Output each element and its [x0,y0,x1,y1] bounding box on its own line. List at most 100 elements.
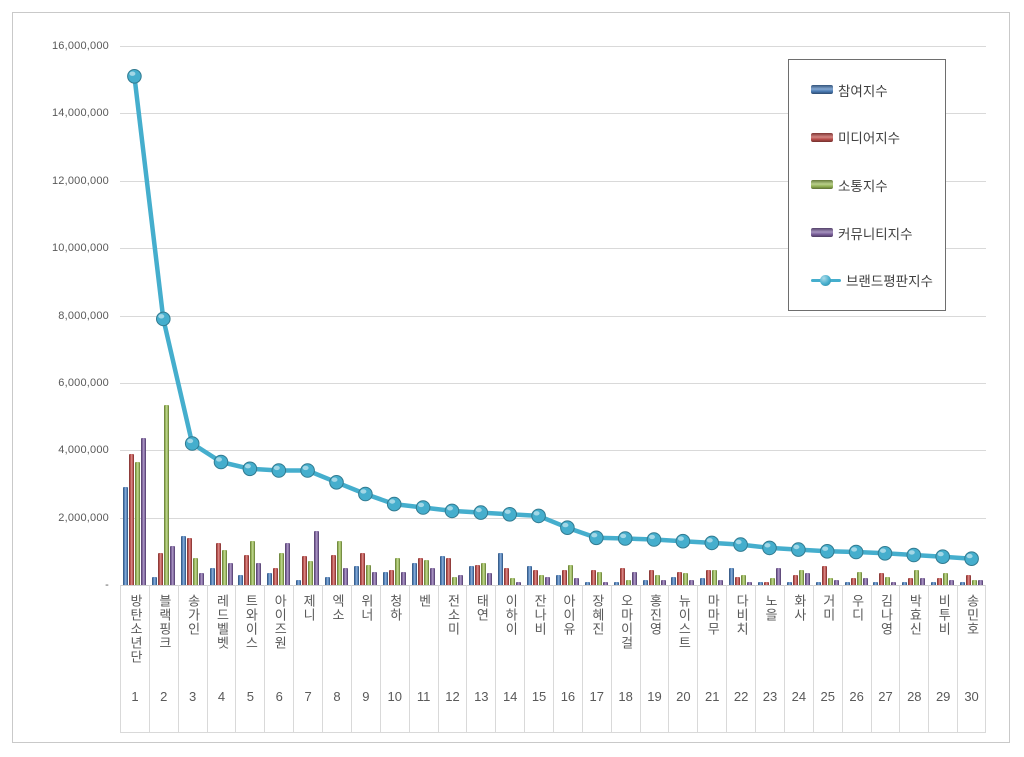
bar-미디어지수 [619,568,625,585]
x-category-column: 노을 23 [755,585,784,732]
bar-소통지수 [336,541,342,585]
y-tick-label: 16,000,000 [51,40,109,52]
bar-커뮤니티지수 [804,573,810,585]
x-axis: 방탄소년단 1 블랙핑크 2 송가인 3 레드벨벳 4 트와이스 5 아이즈원 6 제니 7 엑소 8 위너 9 청… [120,585,986,733]
bar-미디어지수 [446,558,452,585]
x-category-column: 뉴이스트 20 [668,585,697,732]
x-rank-label: 8 [333,689,341,704]
bar-참여지수 [382,571,388,585]
legend-marker-icon [820,274,831,286]
bar-커뮤니티지수 [256,563,262,585]
x-category-label: 거미 [820,594,836,622]
x-category-label: 장혜진 [589,594,605,636]
bar-커뮤니티지수 [342,568,348,585]
bar-참여지수 [353,566,359,585]
x-category-column: 화사 24 [783,585,813,732]
bar-group [899,46,928,585]
x-category-column: 청하 10 [379,585,409,732]
x-category-label: 청하 [387,594,403,622]
x-category-column: 레드벨벳 4 [206,585,236,732]
x-rank-label: 24 [791,689,807,704]
bar-group [293,46,322,585]
gridline [120,46,986,47]
bar-커뮤니티지수 [718,579,724,585]
x-rank-label: 4 [217,689,226,704]
legend-label: 브랜드평판지수 [846,274,933,290]
x-rank-label: 16 [560,689,576,704]
bar-group [207,46,236,585]
bar-미디어지수 [792,574,798,585]
x-category-label: 방탄소년단 [127,594,143,664]
bar-group [553,46,582,585]
x-category-label: 마마무 [705,594,721,636]
bar-group [582,46,611,585]
legend-bar-swatch [811,228,833,238]
bar-커뮤니티지수 [140,438,146,585]
bar-group [322,46,351,585]
bar-미디어지수 [706,569,712,585]
bar-소통지수 [365,564,371,585]
legend-entry: 브랜드평판지수 [811,270,945,290]
y-tick-label: 8,000,000 [58,309,109,322]
bar-group [409,46,438,585]
bar-group [928,46,957,585]
x-rank-label: 1 [131,689,139,704]
bar-커뮤니티지수 [747,581,753,585]
x-category-label: 우디 [849,594,865,622]
bar-커뮤니티지수 [833,579,839,585]
bar-미디어지수 [302,556,308,585]
y-tick-label: 10,000,000 [51,242,109,255]
bar-미디어지수 [821,566,827,585]
bar-미디어지수 [128,453,134,585]
x-rank-label: 26 [849,689,864,704]
bar-미디어지수 [735,576,741,585]
bar-소통지수 [885,576,891,585]
bar-참여지수 [873,581,879,585]
bar-커뮤니티지수 [400,571,406,585]
x-rank-label: 30 [964,689,979,704]
bar-참여지수 [815,581,821,585]
bar-커뮤니티지수 [169,546,175,585]
bar-참여지수 [151,576,157,585]
bar-소통지수 [654,574,660,585]
bar-참여지수 [844,581,850,585]
x-category-label: 뉴이스트 [676,594,692,650]
bar-커뮤니티지수 [314,531,320,585]
bar-커뮤니티지수 [227,563,233,585]
bar-미디어지수 [908,578,914,585]
x-rank-label: 2 [160,689,168,704]
x-category-column: 우디 26 [841,585,871,732]
x-rank-label: 12 [445,689,460,704]
x-category-column: 비투비 29 [928,585,957,732]
x-category-label: 다비치 [734,594,750,636]
x-category-label: 화사 [791,594,807,622]
x-category-column: 홍진영 19 [639,585,669,732]
bar-소통지수 [856,571,862,585]
bar-미디어지수 [359,553,365,585]
bar-참여지수 [324,576,330,585]
bar-소통지수 [394,558,400,585]
bar-참여지수 [209,568,215,585]
bar-소통지수 [741,574,747,585]
x-category-column: 엑소 8 [322,585,351,732]
bar-미디어지수 [215,542,221,585]
x-category-column: 김나영 27 [870,585,900,732]
x-rank-label: 5 [246,689,254,704]
x-rank-label: 18 [618,689,633,704]
bar-group [726,46,755,585]
bar-미디어지수 [388,569,394,585]
x-category-label: 엑소 [330,594,345,622]
x-rank-label: 25 [820,689,835,704]
bar-참여지수 [700,578,706,585]
y-tick-label: 12,000,000 [51,174,109,187]
x-category-column: 아이유 16 [553,585,582,732]
bar-미디어지수 [850,578,856,585]
bar-미디어지수 [330,554,336,585]
x-category-label: 비투비 [936,594,952,636]
bar-참여지수 [584,581,590,585]
x-category-label: 김나영 [878,594,894,636]
bar-소통지수 [510,578,516,585]
legend-line-swatch [811,274,841,287]
bar-커뮤니티지수 [458,574,464,585]
bar-소통지수 [827,578,833,585]
